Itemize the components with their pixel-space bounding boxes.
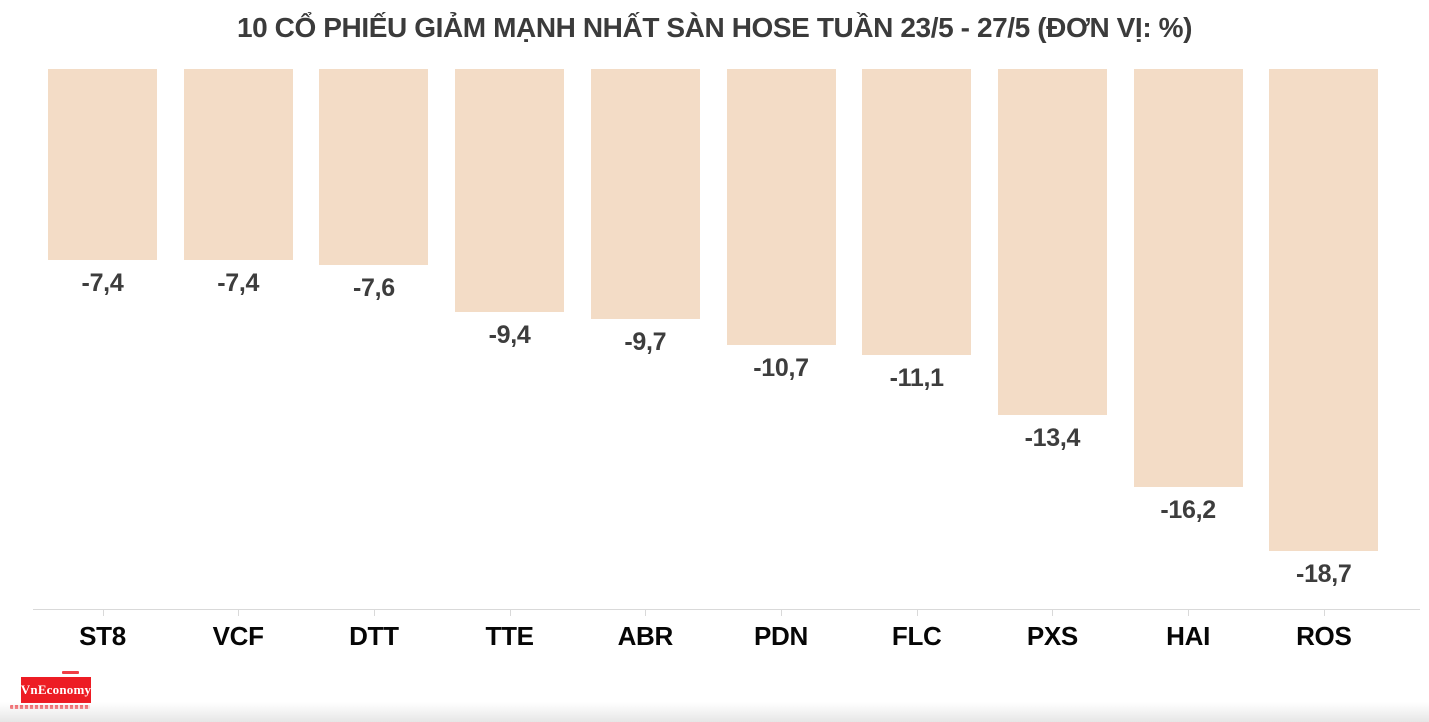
x-axis-label: ST8 [79, 621, 126, 651]
bar-value-label: -10,7 [753, 354, 809, 383]
bar [862, 69, 972, 356]
bar-value-label: -9,7 [624, 328, 667, 357]
axis-tick [238, 610, 240, 616]
axis-tick [509, 610, 511, 616]
bar [183, 69, 293, 260]
x-axis-label: ABR [617, 621, 674, 651]
bar-value-label: -18,7 [1296, 560, 1352, 589]
axis-tick [916, 610, 918, 616]
x-axis-label: FLC [891, 621, 942, 651]
chart-title: 10 CỔ PHIẾU GIẢM MẠNH NHẤT SÀN HOSE TUẦN… [236, 12, 1193, 43]
bar-value-label: -16,2 [1160, 495, 1216, 524]
logo-text: VnEconomy [20, 682, 92, 697]
bar-value-label: -7,6 [352, 274, 395, 303]
x-axis-label: HAI [1166, 621, 1211, 651]
bar-value-label: -7,4 [81, 268, 124, 297]
x-axis-label: ROS [1296, 621, 1352, 651]
bar-value-label: -9,4 [488, 320, 531, 349]
bar [48, 69, 157, 260]
bar-value-label: -7,4 [217, 268, 260, 297]
logo-box: VnEconomy [21, 677, 91, 703]
bottom-edge-shadow [0, 702, 1429, 722]
x-axis-label: PDN [754, 621, 808, 651]
bar [1269, 69, 1379, 552]
x-axis-label: VCF [212, 621, 264, 651]
x-axis-label: TTE [485, 621, 534, 651]
logo-accent-mark [62, 671, 79, 674]
x-axis-label: DTT [349, 621, 399, 651]
axis-tick [1052, 610, 1054, 616]
bar [726, 69, 836, 346]
axis-tick [781, 610, 782, 616]
vneconomy-logo: VnEconomy [10, 669, 100, 714]
bar [997, 69, 1107, 415]
bar [319, 69, 429, 266]
bar [455, 69, 565, 312]
axis-tick [1188, 610, 1190, 616]
bar [1133, 69, 1243, 487]
bar [590, 69, 700, 320]
axis-tick [645, 610, 647, 616]
x-axis-line [33, 609, 1420, 610]
bar-value-label: -11,1 [889, 364, 944, 393]
axis-tick [1323, 610, 1325, 616]
axis-tick [373, 610, 375, 616]
bar-value-label: -13,4 [1024, 423, 1081, 452]
axis-tick [102, 610, 104, 616]
x-axis-label: PXS [1026, 621, 1078, 651]
